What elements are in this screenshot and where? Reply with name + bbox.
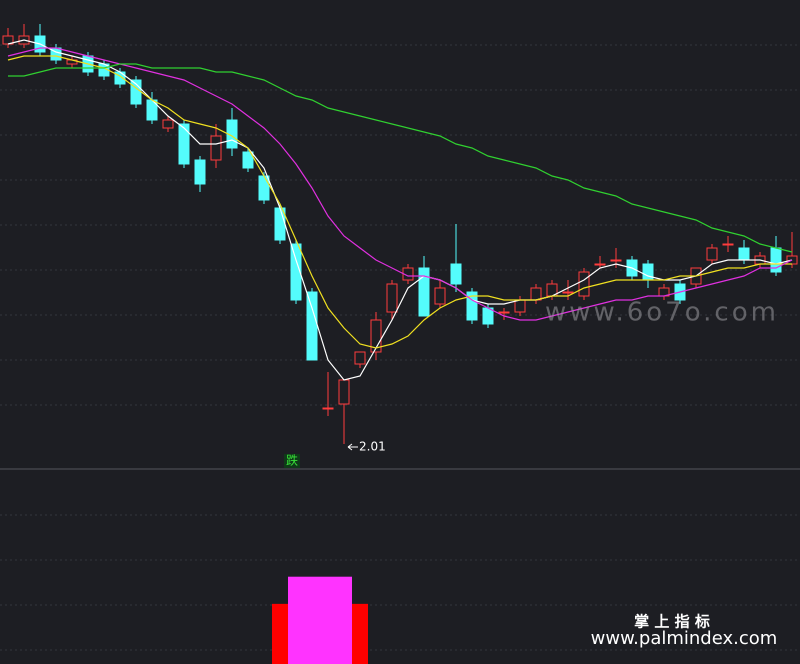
indicator-bar [352,603,368,664]
moving-average-line [7,47,793,321]
candle-body [594,263,606,266]
indicator-bar [320,576,336,664]
low-arrow [347,443,358,451]
candle-body [498,311,510,314]
candle-body [562,291,574,294]
grid [0,44,800,651]
low-label: 2.01 [359,440,386,454]
indicator-bar [272,603,288,664]
candle-body [450,263,462,285]
candle-body [258,175,270,201]
candle-body [370,319,382,353]
candle-body [386,283,398,313]
moving-average-line [7,55,792,349]
candle-body [242,151,254,169]
candle-body [610,259,622,262]
signal-label: 跌 [286,453,298,468]
candle-body [642,263,654,281]
candle-body [722,243,734,246]
candle-body [162,119,174,129]
footer-url: www.palmindex.com [591,628,778,649]
candle-body [322,407,334,410]
candle-body [178,123,190,165]
candle-body [210,135,222,161]
indicator-bar [288,576,304,664]
candle-body [338,379,350,405]
indicator-bar [304,576,320,664]
indicator-panel [272,576,368,664]
candle-body [290,243,302,301]
candle-body [514,299,526,313]
moving-average-line [7,39,793,381]
candle-body [418,267,430,317]
candle-body [466,291,478,321]
footer-brand: 掌 上 指 标 [634,613,710,631]
candle-body [306,291,318,361]
candle-body [706,247,718,261]
watermark: www.6o7o.com [545,298,779,328]
candle-body [738,247,750,261]
candle-body [434,287,446,305]
candle-body [578,271,590,297]
price-panel: 2.01 跌 [2,24,798,468]
candle-body [530,287,542,301]
indicator-bar [336,576,352,664]
signal-badge [284,454,300,468]
candle-body [194,159,206,185]
candle-body [354,351,366,365]
moving-average-line [8,63,793,253]
